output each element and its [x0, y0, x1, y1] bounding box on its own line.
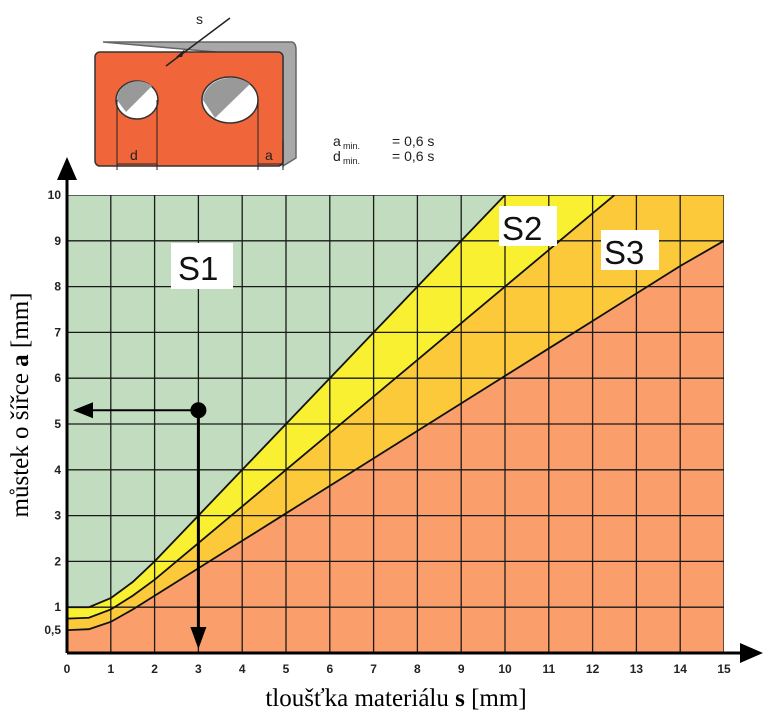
- x-tick-label: 5: [283, 662, 290, 676]
- svg-text:= 0,6 s: = 0,6 s: [392, 133, 434, 149]
- x-tick-label: 11: [542, 662, 555, 676]
- region-label-s3: S3: [601, 230, 659, 271]
- x-tick-label: 12: [586, 662, 600, 676]
- svg-text:S1: S1: [178, 250, 218, 287]
- formula-a-min: a min. = 0,6 s: [333, 133, 434, 151]
- svg-text:S2: S2: [502, 210, 542, 247]
- y-tick-label: 6: [54, 371, 61, 385]
- y-tick-label: 3: [54, 509, 61, 523]
- x-tick-label: 10: [498, 662, 512, 676]
- grid: [67, 195, 724, 653]
- x-tick-label: 2: [151, 662, 158, 676]
- y-tick-label: 1: [54, 600, 61, 614]
- example-reading: [73, 402, 207, 649]
- y-tick-label: 2: [54, 554, 61, 568]
- x-tick-label: 13: [630, 662, 644, 676]
- y-tick-label: 9: [54, 234, 61, 248]
- boundary-line-3: [67, 240, 724, 631]
- x-axis-arrow: [740, 643, 763, 663]
- x-tick-label: 4: [239, 662, 246, 676]
- x-axis-title: tloušťka materiálu s [mm]: [265, 685, 526, 712]
- thickness-leader: [165, 17, 231, 67]
- y-axis-title: můstek o šířce a [mm]: [7, 293, 34, 518]
- svg-text:= 0,6 s: = 0,6 s: [392, 148, 434, 164]
- thickness-label: s: [196, 11, 203, 27]
- region-label-s1: S1: [171, 243, 233, 289]
- bridge-label: a: [265, 147, 273, 163]
- svg-text:min.: min.: [343, 156, 360, 166]
- x-tick-label: 8: [414, 662, 421, 676]
- svg-text:S3: S3: [604, 234, 644, 271]
- y-tick-label: 10: [48, 188, 62, 202]
- thickness-arrow: [176, 49, 185, 57]
- region-label-s2: S2: [499, 206, 557, 247]
- boundary-curves: [67, 195, 724, 631]
- svg-text:min.: min.: [343, 141, 360, 151]
- x-tick-label: 1: [107, 662, 114, 676]
- x-tick-label: 15: [717, 662, 731, 676]
- y-axis-arrow: [57, 157, 77, 180]
- formula-d-min: d min. = 0,6 s: [333, 148, 434, 166]
- x-tick-label: 0: [64, 662, 71, 676]
- y-tick-label: 0,5: [44, 623, 61, 637]
- large-hole-shade: [203, 77, 250, 118]
- y-tick-label: 4: [54, 463, 61, 477]
- svg-text:d: d: [333, 148, 341, 164]
- axes: [57, 157, 763, 663]
- x-tick-label: 9: [458, 662, 465, 676]
- y-tick-label: 7: [54, 325, 61, 339]
- small-hole-shade: [117, 81, 152, 112]
- example-down-arrow: [190, 627, 207, 649]
- boundary-line-2: [67, 195, 616, 620]
- svg-text:a: a: [333, 133, 341, 149]
- hole-label: d: [130, 147, 138, 163]
- part-diagram: s d a: [94, 11, 297, 170]
- example-point: [190, 402, 207, 419]
- x-tick-label: 14: [674, 662, 688, 676]
- region-base-fill: [67, 240, 724, 653]
- boundary-line-1: [67, 195, 506, 609]
- example-left-arrow: [73, 402, 93, 419]
- y-tick-label: 5: [54, 417, 61, 431]
- x-tick-label: 7: [370, 662, 377, 676]
- y-tick-label: 8: [54, 280, 61, 294]
- x-tick-label: 6: [326, 662, 333, 676]
- x-tick-label: 3: [195, 662, 202, 676]
